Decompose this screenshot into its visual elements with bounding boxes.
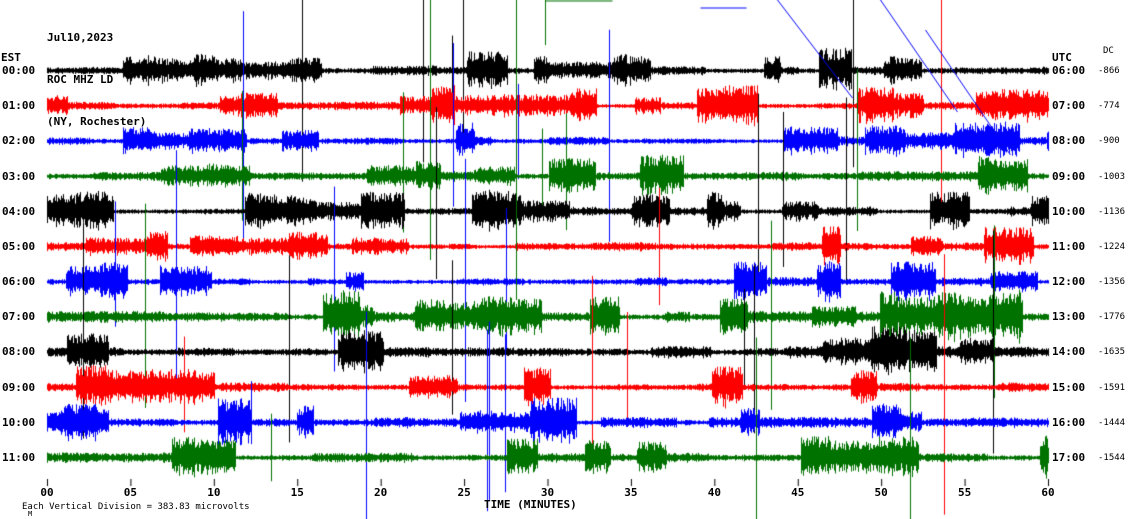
x-tick-label: 35 — [624, 486, 638, 499]
utc-time-label: 15:00 — [1052, 380, 1086, 394]
dc-offset-value: -1136 — [1098, 206, 1126, 217]
x-axis-title: TIME (MINUTES) — [484, 498, 577, 511]
utc-time-label: 09:00 — [1052, 169, 1086, 183]
x-tick-label: 20 — [374, 486, 388, 499]
x-tick-label: 10 — [207, 486, 221, 499]
est-axis-label: EST — [1, 51, 21, 64]
x-tick-label: 60 — [1041, 486, 1055, 499]
dc-offset-value: -1635 — [1098, 347, 1126, 358]
est-time-label: 02:00 — [2, 134, 36, 148]
utc-time-label: 08:00 — [1052, 134, 1086, 148]
est-time-label: 06:00 — [2, 275, 36, 289]
x-tick-label: 25 — [457, 486, 471, 499]
utc-time-label: 13:00 — [1052, 310, 1086, 324]
est-time-label: 11:00 — [2, 450, 36, 464]
dc-offset-value: -1224 — [1098, 241, 1126, 252]
est-time-label: 07:00 — [2, 310, 36, 324]
est-time-label: 01:00 — [2, 99, 36, 113]
x-tick-label: 55 — [957, 486, 972, 499]
est-time-label: 09:00 — [2, 380, 36, 394]
utc-time-label: 14:00 — [1052, 345, 1086, 359]
dc-axis-label: DC — [1103, 46, 1114, 56]
dc-offset-value: -1591 — [1098, 382, 1126, 393]
est-time-label: 08:00 — [2, 345, 36, 359]
header-station: ROC MHZ LD — [47, 73, 114, 86]
x-tick-label: 45 — [791, 486, 805, 499]
est-time-label: 04:00 — [2, 204, 36, 218]
utc-time-label: 17:00 — [1052, 450, 1086, 464]
x-tick-label: 05 — [123, 486, 138, 499]
est-time-label: 00:00 — [2, 64, 36, 77]
scale-note: Each Vertical Division = 383.83 microvol… — [22, 502, 250, 512]
utc-time-label: 11:00 — [1052, 239, 1086, 253]
dc-offset-value: -1356 — [1098, 277, 1126, 288]
x-tick-label: 50 — [874, 486, 888, 499]
utc-time-label: 16:00 — [1052, 415, 1086, 429]
utc-axis-label: UTC — [1052, 51, 1072, 64]
x-tick-label: 40 — [707, 486, 721, 499]
dc-offset-value: -1003 — [1098, 171, 1126, 182]
corner-mark: M — [28, 510, 33, 518]
x-tick-label: 30 — [540, 486, 555, 499]
dc-offset-value: -1444 — [1098, 417, 1126, 428]
dc-offset-value: -1544 — [1098, 452, 1126, 463]
est-time-label: 03:00 — [2, 169, 36, 183]
utc-time-label: 07:00 — [1052, 99, 1086, 113]
dc-offset-value: -1776 — [1098, 312, 1126, 323]
utc-time-label: 12:00 — [1052, 275, 1086, 289]
utc-time-label: 06:00 — [1052, 64, 1086, 77]
x-tick-label: 00 — [40, 486, 54, 499]
dc-offset-value: -866 — [1098, 66, 1120, 76]
est-time-label: 10:00 — [2, 415, 36, 429]
x-tick-label: 15 — [290, 486, 304, 499]
header: Jul10,2023 ROC MHZ LD (NY, Rochester) — [47, 3, 146, 157]
utc-time-label: 10:00 — [1052, 204, 1086, 218]
dc-offset-value: -900 — [1098, 136, 1120, 147]
header-location: (NY, Rochester) — [47, 115, 147, 128]
dc-offset-value: -774 — [1098, 101, 1120, 112]
est-time-label: 05:00 — [2, 239, 36, 253]
header-date: Jul10,2023 — [47, 31, 114, 44]
